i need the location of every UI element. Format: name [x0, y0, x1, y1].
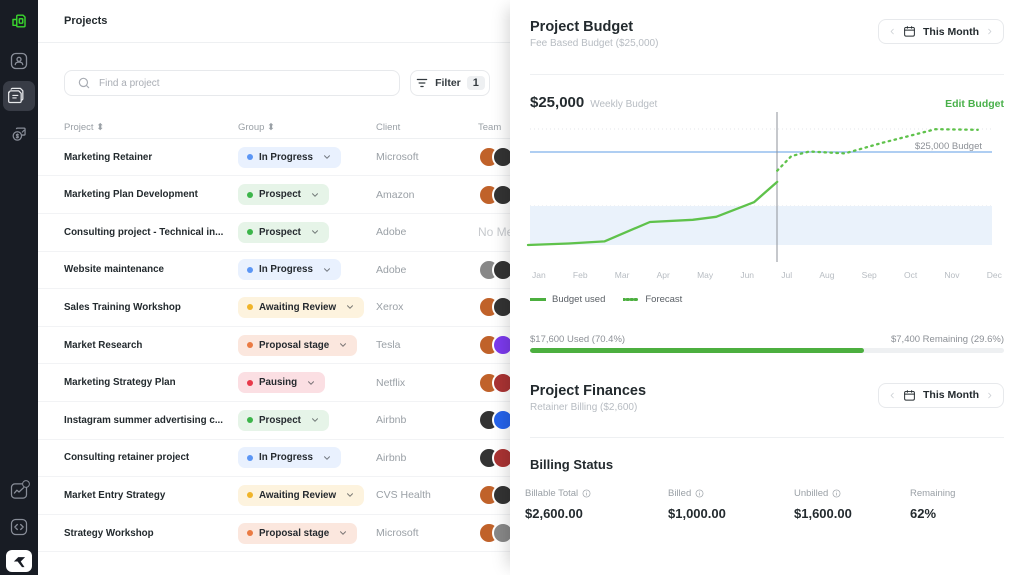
- svg-text:$25,000 Budget: $25,000 Budget: [915, 141, 982, 152]
